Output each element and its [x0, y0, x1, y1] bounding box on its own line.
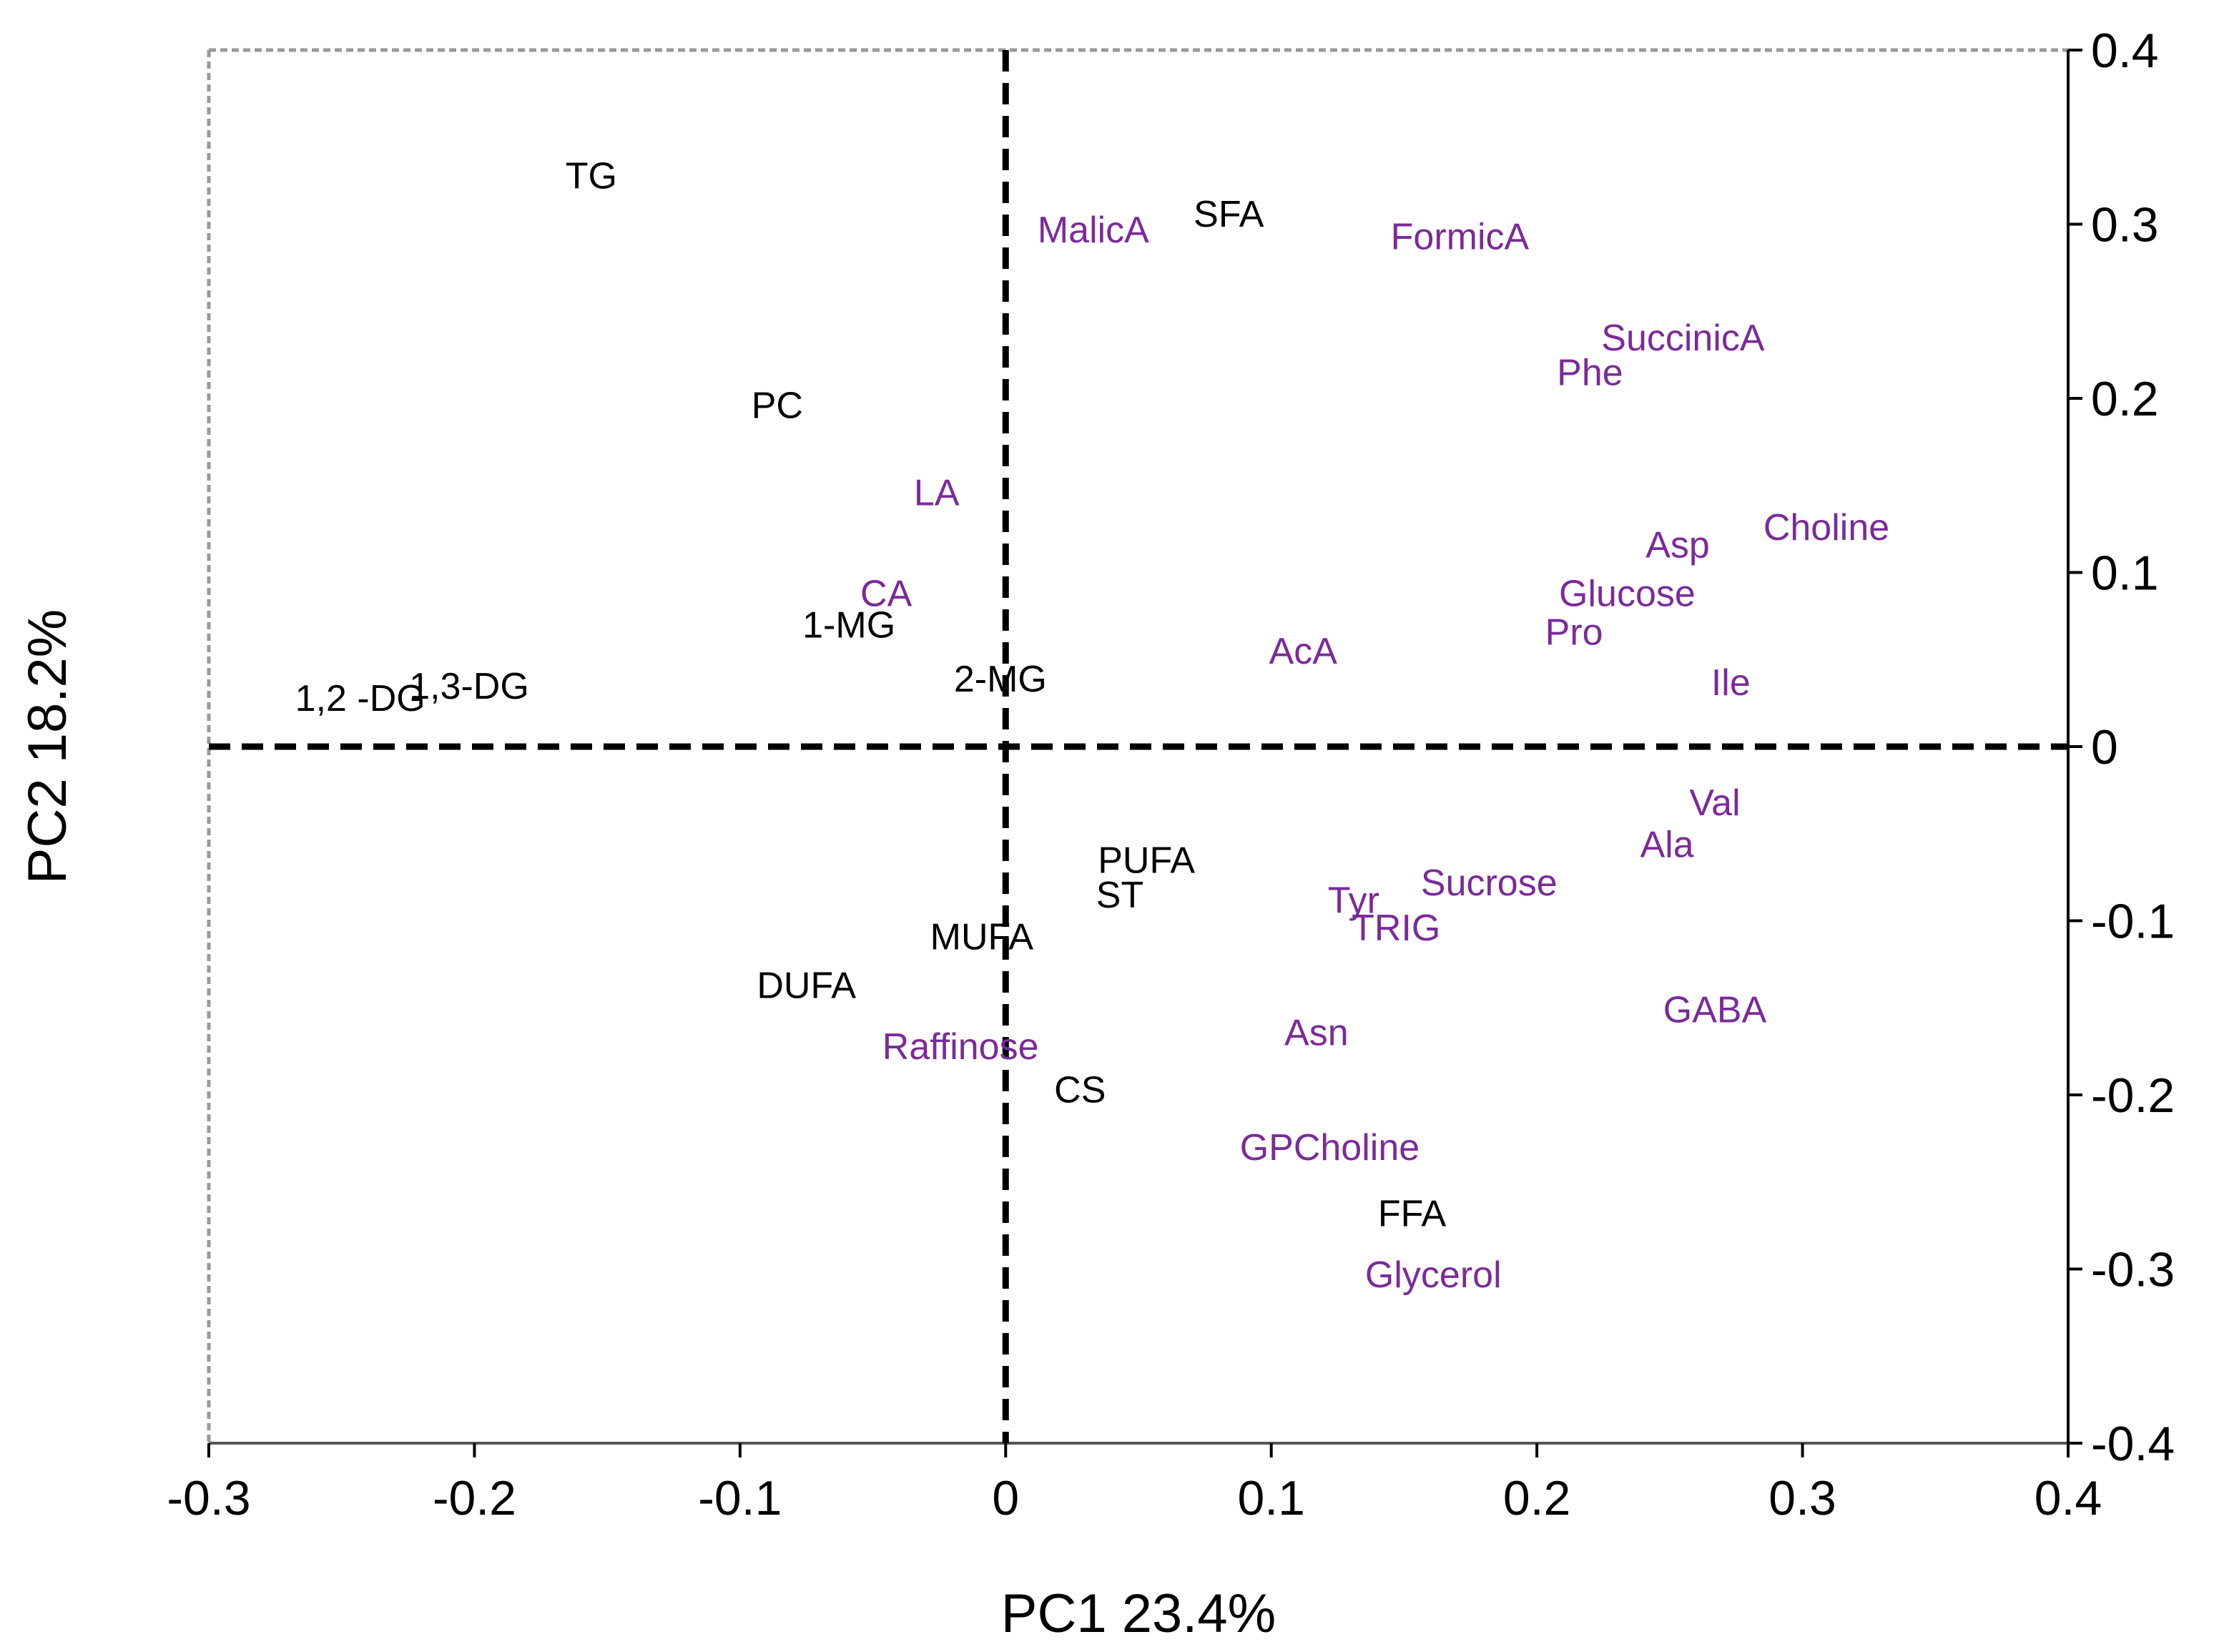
y-tick-label: 0.2: [2091, 372, 2159, 426]
y-tick-label: -0.3: [2091, 1243, 2175, 1297]
metabolite-label: Raffinose: [882, 1026, 1039, 1068]
metabolite-label: Pro: [1545, 611, 1603, 653]
x-tick-label: -0.1: [698, 1471, 782, 1525]
x-tick-label: -0.3: [167, 1471, 250, 1525]
metabolite-label: GPCholine: [1240, 1127, 1419, 1169]
reference-lines: [209, 50, 2068, 1443]
y-tick-label: 0.4: [2091, 24, 2159, 78]
y-tick-label: -0.2: [2091, 1068, 2175, 1123]
y-tick-label: -0.1: [2091, 895, 2175, 949]
metabolite-label: Asn: [1284, 1012, 1349, 1053]
lipid-label: TG: [566, 155, 617, 197]
lipid-label: PUFA: [1098, 840, 1195, 881]
metabolite-label: LA: [914, 472, 960, 513]
lipid-label: PC: [752, 385, 803, 427]
lipid-label: ST: [1096, 875, 1143, 916]
lipid-label: 1,2 -DG: [295, 678, 425, 719]
metabolite-label: FormicA: [1391, 217, 1530, 258]
metabolite-label: MalicA: [1038, 210, 1149, 251]
metabolite-label: Val: [1689, 782, 1740, 824]
x-tick-label: 0.3: [1768, 1471, 1836, 1525]
y-tick-label: -0.4: [2091, 1417, 2175, 1471]
y-tick-label: 0.1: [2091, 546, 2159, 601]
y-axis-title: PC2 18.2%: [17, 609, 78, 884]
x-axis-title: PC1 23.4%: [1001, 1583, 1276, 1644]
lipid-label: MUFA: [930, 916, 1034, 958]
lipid-label: FFA: [1378, 1194, 1447, 1235]
y-axis-ticks: 0.4 0.3 0.2 0.1 0 -0.1 -0.2 -0.3 -0.4: [2068, 24, 2175, 1471]
lipid-label: CS: [1054, 1070, 1106, 1111]
metabolite-label: Ala: [1640, 824, 1694, 865]
x-tick-label: 0: [992, 1471, 1019, 1525]
metabolite-label: Glycerol: [1365, 1254, 1502, 1296]
metabolite-label: Phe: [1557, 352, 1623, 393]
metabolite-label: AcA: [1269, 631, 1338, 672]
y-tick-label: 0: [2091, 720, 2118, 775]
metabolite-label: Asp: [1645, 525, 1710, 566]
lipid-label: 1-MG: [802, 605, 895, 646]
metabolite-label: Tyr: [1328, 880, 1379, 921]
metabolite-label: SuccinicA: [1601, 318, 1765, 359]
x-tick-label: -0.2: [433, 1471, 516, 1525]
metabolite-label: Choline: [1763, 507, 1889, 549]
y-tick-label: 0.3: [2091, 198, 2159, 252]
x-tick-label: 0.4: [2034, 1471, 2102, 1525]
x-axis-ticks: -0.3 -0.2 -0.1 0 0.1 0.2 0.3 0.4: [167, 1443, 2102, 1525]
metabolite-label: Sucrose: [1421, 862, 1558, 904]
lipid-label: DUFA: [757, 965, 856, 1007]
metabolite-label: Ile: [1711, 662, 1751, 704]
x-tick-label: 0.2: [1503, 1471, 1571, 1525]
lipid-label: 1,3-DG: [409, 666, 529, 707]
lipid-label: SFA: [1194, 194, 1264, 235]
metabolite-label: TRIG: [1352, 908, 1440, 949]
metabolite-label: GABA: [1663, 990, 1767, 1031]
x-tick-label: 0.1: [1237, 1471, 1305, 1525]
metabolite-label: CA: [860, 574, 912, 615]
metabolite-label: Glucose: [1559, 574, 1696, 615]
lipid-label: 2-MG: [954, 659, 1047, 700]
